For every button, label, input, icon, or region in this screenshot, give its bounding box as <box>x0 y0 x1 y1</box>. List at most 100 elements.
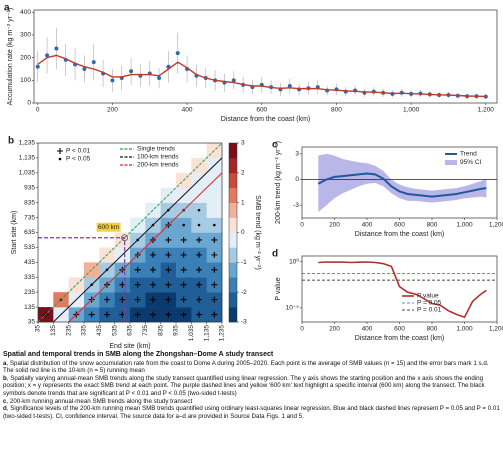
sig-plus <box>196 236 202 243</box>
caption-text: , Significance levels of the 200-km runn… <box>3 405 500 420</box>
highlight-lines <box>38 237 126 322</box>
sig-dot <box>197 208 201 212</box>
sig-plus <box>165 266 172 273</box>
y-tick-label: 0 <box>295 176 299 183</box>
sig-plus <box>211 251 218 258</box>
trend-line <box>37 142 223 323</box>
sig-plus <box>211 236 218 243</box>
trend-line <box>52 157 223 323</box>
annotation: 600 km <box>98 224 119 231</box>
point <box>231 78 236 83</box>
colorbar-tick-label: -2 <box>241 289 247 296</box>
sig-plus <box>165 251 172 258</box>
x-tick-label: 1,000 <box>456 326 473 333</box>
x-tick-label: 600 <box>256 107 267 114</box>
sig-plus <box>180 281 187 288</box>
y-tick-label: 235 <box>24 289 35 296</box>
colorbar-tick-label: 3 <box>241 140 245 147</box>
legend-plus <box>57 148 63 154</box>
sig-plus <box>211 296 218 303</box>
colorbar-label: SMB trend (kg m⁻² yr⁻²) <box>254 195 261 270</box>
colorbar-tick-label: 2 <box>241 170 245 177</box>
colorbar-tick-label: -1 <box>241 259 247 266</box>
y-axis-label: P value <box>275 277 282 300</box>
colorbar-step <box>229 217 237 233</box>
panel-label: b <box>8 136 14 147</box>
colorbar-step <box>229 247 237 263</box>
x-tick-label: 535 <box>111 325 118 336</box>
caption-label: d <box>3 405 7 413</box>
y-axis-label: Start site (km) <box>11 211 18 255</box>
y-tick-label: 1,235 <box>19 140 36 147</box>
point <box>110 78 115 83</box>
sig-plus <box>180 296 187 303</box>
x-tick-label: 1,035 <box>188 325 195 342</box>
y-tick-label: 1,135 <box>19 155 36 162</box>
point <box>35 64 40 69</box>
caption-title: Spatial and temporal trends in SMB along… <box>3 351 274 358</box>
x-tick-label: 635 <box>127 325 134 336</box>
y-tick-label: 935 <box>24 184 35 191</box>
x-tick-label: 200 <box>329 222 340 229</box>
y-tick-label: 10⁰ <box>289 257 299 265</box>
sig-plus <box>196 281 202 288</box>
sig-dot <box>197 223 201 227</box>
x-tick-label: 935 <box>173 325 180 336</box>
colorbar-step <box>229 292 237 308</box>
sig-plus <box>211 281 218 288</box>
sig-plus <box>134 281 141 288</box>
x-tick-label: 200 <box>329 326 340 333</box>
point <box>91 60 96 65</box>
x-tick-label: 400 <box>182 107 193 114</box>
caption-text: , Spatially varying annual-mean SMB tren… <box>3 374 485 397</box>
legend-label: P < 0.05 <box>66 156 91 163</box>
colorbar-step <box>229 143 237 159</box>
legend-label: 95% CI <box>460 159 482 166</box>
colorbar-step <box>229 307 237 323</box>
legend-label: P = 0.05 <box>417 300 442 307</box>
x-tick-label: 800 <box>427 326 438 333</box>
sig-plus <box>88 311 95 318</box>
caption-label: b <box>3 374 7 382</box>
annotation-box <box>96 222 121 232</box>
x-tick-label: 835 <box>157 325 164 336</box>
y-tick-label: 35 <box>28 319 36 326</box>
x-tick-label: 1,000 <box>456 222 473 229</box>
legend-label: 100-km trends <box>137 154 179 161</box>
legend-label: P value <box>417 293 439 300</box>
caption-text: , 200-km running annual-mean SMB trends … <box>6 397 193 405</box>
y-tick-label: 335 <box>24 274 35 281</box>
sig-plus <box>150 251 156 258</box>
point <box>175 51 180 56</box>
x-tick-label: 335 <box>81 325 88 336</box>
figure: a0 200 400 600 800 1,000 1,2000100200300400Dis… <box>4 3 503 350</box>
sig-plus <box>165 311 172 318</box>
sig-plus <box>150 296 156 303</box>
y-tick-label: 735 <box>24 214 35 221</box>
x-tick-label: 0 <box>36 107 40 114</box>
y-tick-label: 835 <box>24 199 35 206</box>
sig-plus <box>196 296 202 303</box>
sig-plus <box>165 281 172 288</box>
y-tick-label: 200 <box>20 54 31 61</box>
sig-plus <box>180 311 187 318</box>
x-tick-label: 0 <box>300 326 304 333</box>
y-tick-label: 300 <box>20 32 31 39</box>
highlight-point <box>121 234 129 242</box>
x-tick-label: 1,200 <box>489 326 503 333</box>
y-tick-label: 0 <box>27 100 31 107</box>
y-tick-label: 535 <box>24 244 35 251</box>
legend-label: P = 0.01 <box>417 307 442 314</box>
caption-label: a <box>3 359 7 367</box>
x-tick-label: 1,000 <box>403 107 420 114</box>
sig-plus <box>104 296 110 303</box>
y-axis-label: Accumulation rate (kg m⁻² yr⁻¹) <box>7 8 14 106</box>
sig-plus <box>165 236 172 243</box>
point <box>287 83 292 88</box>
panel-label: a <box>4 3 10 14</box>
x-tick-label: 0 <box>300 222 304 229</box>
x-tick-label: 1,235 <box>219 325 226 342</box>
x-tick-label: 735 <box>142 325 149 336</box>
sig-plus <box>211 311 218 318</box>
